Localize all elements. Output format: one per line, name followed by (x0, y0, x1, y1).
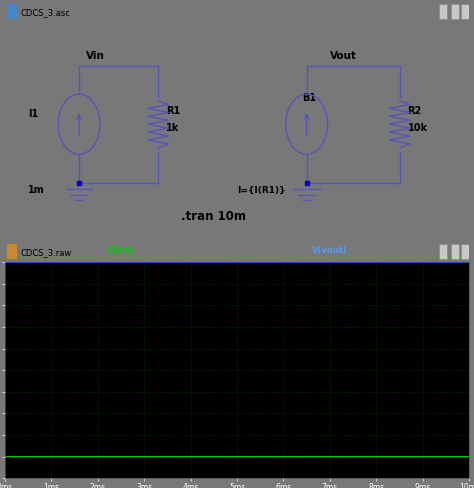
Text: V(vout): V(vout) (312, 246, 348, 255)
FancyBboxPatch shape (7, 5, 17, 20)
FancyBboxPatch shape (461, 244, 469, 259)
Text: R1: R1 (166, 106, 180, 116)
FancyBboxPatch shape (461, 5, 469, 20)
Text: I={I(R1)}: I={I(R1)} (237, 185, 285, 194)
Text: Vin: Vin (86, 51, 105, 61)
Text: V(vin): V(vin) (107, 246, 135, 255)
Text: I1: I1 (28, 109, 38, 119)
FancyBboxPatch shape (439, 5, 447, 20)
Text: Vout: Vout (330, 51, 357, 61)
Text: B1: B1 (302, 93, 316, 103)
FancyBboxPatch shape (7, 244, 17, 259)
Text: R2: R2 (408, 106, 422, 116)
Text: CDCS_3.asc: CDCS_3.asc (21, 8, 71, 17)
Text: 10k: 10k (408, 122, 428, 132)
FancyBboxPatch shape (451, 5, 459, 20)
Text: 1m: 1m (28, 185, 45, 195)
Text: CDCS_3.raw: CDCS_3.raw (21, 247, 72, 256)
FancyBboxPatch shape (439, 244, 447, 259)
FancyBboxPatch shape (451, 244, 459, 259)
Text: 1k: 1k (166, 122, 179, 132)
Text: .tran 10m: .tran 10m (181, 209, 246, 223)
